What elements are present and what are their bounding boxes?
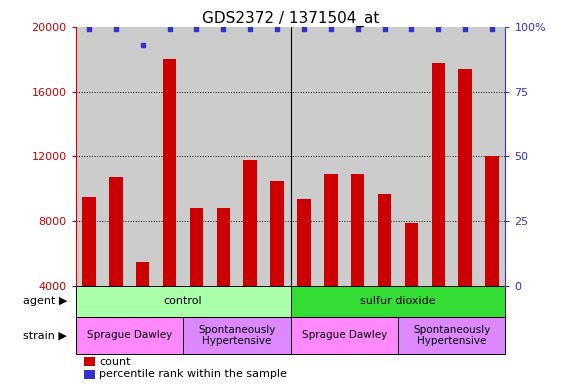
Bar (398, 316, 505, 354)
Bar (297, 199, 311, 286)
Text: sulfur dioxide: sulfur dioxide (360, 296, 436, 306)
Text: Sprague Dawley: Sprague Dawley (87, 330, 172, 340)
Bar (290, 316, 398, 354)
Point (84, 26, 94, 33)
Point (353, 26, 363, 33)
Bar (84, 357, 95, 366)
Bar (83, 197, 96, 286)
Point (487, 26, 497, 33)
Text: count: count (99, 356, 131, 366)
Text: Sprague Dawley: Sprague Dawley (302, 330, 387, 340)
Point (246, 26, 255, 33)
Bar (270, 181, 284, 286)
Bar (432, 63, 445, 286)
Point (433, 26, 443, 33)
Point (407, 26, 416, 33)
Point (461, 26, 470, 33)
Bar (76, 316, 183, 354)
Text: percentile rank within the sample: percentile rank within the sample (99, 369, 287, 379)
Bar (324, 174, 338, 286)
Bar (109, 177, 123, 286)
Bar (458, 69, 472, 286)
Point (165, 26, 174, 33)
Bar (136, 262, 149, 286)
Point (192, 26, 201, 33)
Point (326, 26, 335, 33)
Bar (84, 370, 95, 379)
Text: Spontaneously
Hypertensive: Spontaneously Hypertensive (198, 324, 275, 346)
Text: control: control (164, 296, 202, 306)
Bar (378, 194, 391, 286)
Bar (190, 208, 203, 286)
Bar (76, 286, 290, 316)
Point (380, 26, 389, 33)
Text: strain ▶: strain ▶ (23, 330, 67, 340)
Point (218, 26, 228, 33)
Bar (163, 59, 176, 286)
Text: Spontaneously
Hypertensive: Spontaneously Hypertensive (413, 324, 490, 346)
Bar (183, 316, 290, 354)
Bar (485, 156, 498, 286)
Point (299, 26, 309, 33)
Bar (243, 160, 257, 286)
Title: GDS2372 / 1371504_at: GDS2372 / 1371504_at (202, 11, 379, 27)
Bar (290, 286, 505, 316)
Bar (351, 174, 364, 286)
Bar (217, 208, 230, 286)
Text: agent ▶: agent ▶ (23, 296, 67, 306)
Bar (405, 223, 418, 286)
Point (138, 42, 148, 48)
Point (111, 26, 120, 33)
Point (272, 26, 282, 33)
